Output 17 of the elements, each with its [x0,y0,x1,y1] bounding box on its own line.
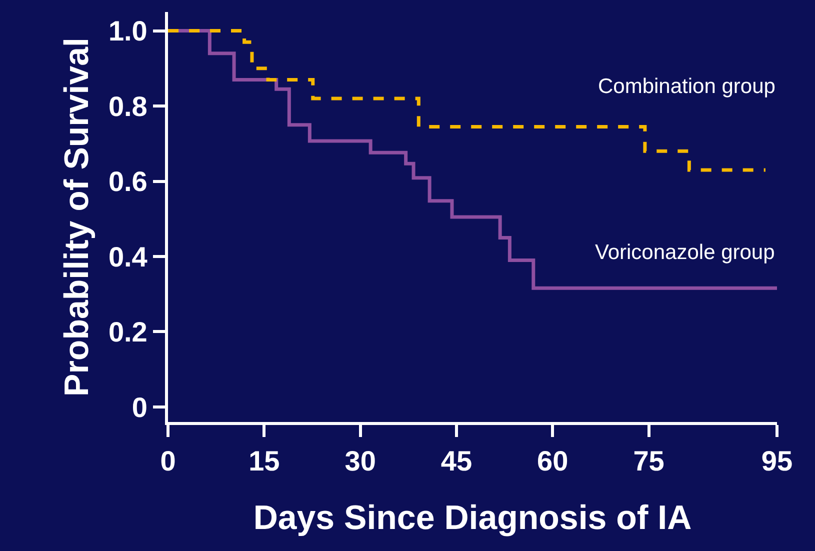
x-tick-label: 15 [248,446,280,477]
y-axis-title: Probability of Survival [58,38,96,396]
x-tick-label: 95 [761,446,793,477]
series-label: Combination group [598,75,776,98]
y-tick-label: 1.0 [108,16,148,47]
x-tick-label: 60 [537,446,568,477]
y-tick-label: 0.6 [108,166,148,198]
y-tick-label: 0.4 [108,241,148,272]
x-tick-label: 0 [160,446,176,477]
x-axis-title: Days Since Diagnosis of IA [253,498,692,537]
y-tick-label: 0 [132,392,148,423]
y-tick-label: 0.2 [108,316,148,348]
series-label: Voriconazole group [595,241,775,264]
y-tick-label: 0.8 [108,90,148,122]
x-tick-label: 75 [633,446,664,477]
x-tick-label: 30 [344,446,376,477]
x-tick-label: 45 [440,446,472,477]
